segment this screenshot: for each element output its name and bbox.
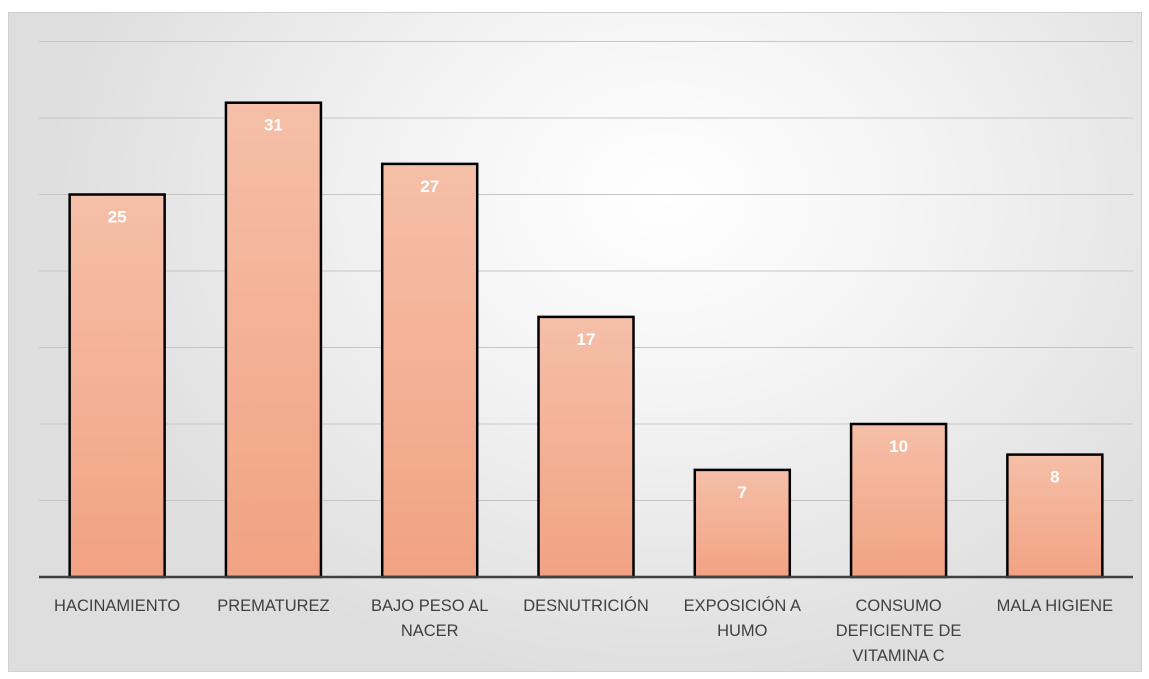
bar-6 xyxy=(849,422,948,579)
bar-chart: 25 HACINAMIENTO 31 PREMATUREZ 27 BAJO PESO AL… xyxy=(39,41,1133,665)
category-label-line: EXPOSICIÓN A xyxy=(684,596,801,615)
data-label: 7 xyxy=(738,483,747,502)
category-label: PREMATUREZ xyxy=(217,597,329,615)
bar-1 xyxy=(68,193,166,579)
category-label-line: CONSUMO xyxy=(855,597,941,615)
category-label-line: DESNUTRICIÓN xyxy=(523,596,649,615)
category-label: MALA HIGIENE xyxy=(997,597,1113,615)
category-label: CONSUMO DEFICIENTE DE VITAMINA C xyxy=(836,597,962,665)
category-label-line: HACINAMIENTO xyxy=(54,597,180,615)
data-label: 27 xyxy=(420,177,439,196)
category-label: HACINAMIENTO xyxy=(54,597,180,615)
category-label: DESNUTRICIÓN xyxy=(523,596,649,615)
bar-3 xyxy=(380,162,479,579)
data-label: 17 xyxy=(577,330,596,349)
data-label: 31 xyxy=(264,116,283,135)
data-label: 25 xyxy=(108,208,127,227)
category-label: EXPOSICIÓN A HUMO xyxy=(684,596,801,640)
bar-2 xyxy=(224,101,323,579)
category-label-line: PREMATUREZ xyxy=(217,597,329,615)
bar-7 xyxy=(1006,453,1104,579)
category-label-line: VITAMINA C xyxy=(852,647,944,665)
bar-4 xyxy=(537,315,635,579)
chart-area: 25 HACINAMIENTO 31 PREMATUREZ 27 BAJO PESO AL… xyxy=(8,12,1142,672)
category-label-line: NACER xyxy=(401,622,459,640)
category-label-line: MALA HIGIENE xyxy=(997,597,1113,615)
category-label-line: HUMO xyxy=(717,622,768,640)
category-label-line: DEFICIENTE DE xyxy=(836,622,962,640)
data-label: 10 xyxy=(889,437,908,456)
category-label-line: BAJO PESO AL xyxy=(371,597,488,615)
category-label: BAJO PESO AL NACER xyxy=(371,597,488,640)
data-label: 8 xyxy=(1050,468,1059,487)
